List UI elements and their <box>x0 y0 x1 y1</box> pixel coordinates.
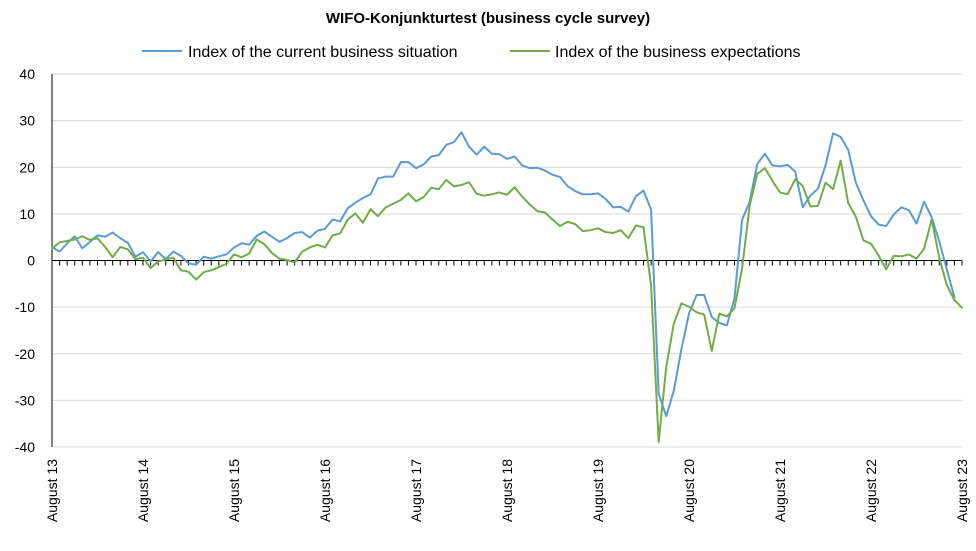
x-tick-label: August 20 <box>681 459 697 522</box>
x-tick-label: August 22 <box>863 459 879 522</box>
x-tick-label: August 13 <box>44 459 60 522</box>
x-tick-label: August 14 <box>135 459 151 522</box>
legend-label-0: Index of the current business situation <box>188 44 458 61</box>
series-lines <box>51 131 963 443</box>
y-tick-label: -10 <box>15 299 35 315</box>
chart-title: WIFO-Konjunkturtest (business cycle surv… <box>325 10 651 27</box>
y-tick-label: -30 <box>15 392 35 408</box>
gridlines <box>52 73 962 448</box>
legend: Index of the current business situation I… <box>142 44 801 61</box>
y-tick-label: -20 <box>15 346 35 362</box>
x-tick-label: August 18 <box>499 459 515 522</box>
x-tick-label: August 16 <box>317 459 333 522</box>
x-tick-label: August 17 <box>408 459 424 522</box>
legend-label-1: Index of the business expectations <box>555 44 801 61</box>
y-tick-label: 30 <box>19 113 35 129</box>
y-tick-label: -40 <box>15 439 35 455</box>
x-tick-label: August 19 <box>590 459 606 522</box>
axes: 40 30 20 10 0 -10 -20 -30 -40 August 13 August 14 A… <box>15 66 970 522</box>
y-tick-label: 40 <box>19 66 35 82</box>
series-line-1 <box>51 159 963 443</box>
x-tick-label: August 21 <box>772 459 788 522</box>
y-tick-label: 10 <box>19 206 35 222</box>
x-tick-label: August 15 <box>226 459 242 522</box>
y-tick-label: 20 <box>19 159 35 175</box>
y-tick-label: 0 <box>27 253 35 269</box>
series-line-0 <box>51 131 956 418</box>
x-tick-label: August 23 <box>954 459 970 522</box>
